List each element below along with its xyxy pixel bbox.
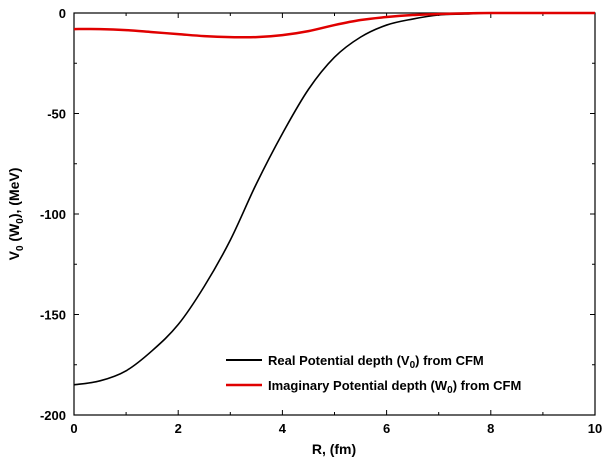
x-tick-label: 2 bbox=[175, 421, 182, 436]
x-tick-label: 6 bbox=[383, 421, 390, 436]
y-tick-label: -50 bbox=[47, 107, 66, 122]
legend-label-imaginary: Imaginary Potential depth (W0) from CFM bbox=[268, 378, 521, 396]
y-axis-title: V0 (W0), (MeV) bbox=[6, 168, 26, 261]
y-tick-label: -100 bbox=[40, 207, 66, 222]
y-tick-label: 0 bbox=[59, 6, 66, 21]
series-line-imaginary-potential bbox=[73, 11, 595, 39]
legend-label-real: Real Potential depth (V0) from CFM bbox=[268, 353, 484, 371]
x-tick-label: 8 bbox=[487, 421, 494, 436]
x-tick-label: 4 bbox=[279, 421, 287, 436]
series-line-real-potential bbox=[73, 12, 595, 386]
y-axis-ticks: 0 -50 -100 -150 -200 bbox=[40, 6, 595, 423]
legend: Real Potential depth (V0) from CFM Imagi… bbox=[226, 353, 521, 396]
x-tick-label: 10 bbox=[588, 421, 602, 436]
y-tick-label: -200 bbox=[40, 408, 66, 423]
y-tick-label: -150 bbox=[40, 308, 66, 323]
series-lines bbox=[73, 11, 595, 386]
x-axis-ticks: 0 2 4 6 8 10 bbox=[70, 13, 602, 436]
x-tick-label: 0 bbox=[70, 421, 77, 436]
x-axis-title: R, (fm) bbox=[312, 441, 356, 457]
